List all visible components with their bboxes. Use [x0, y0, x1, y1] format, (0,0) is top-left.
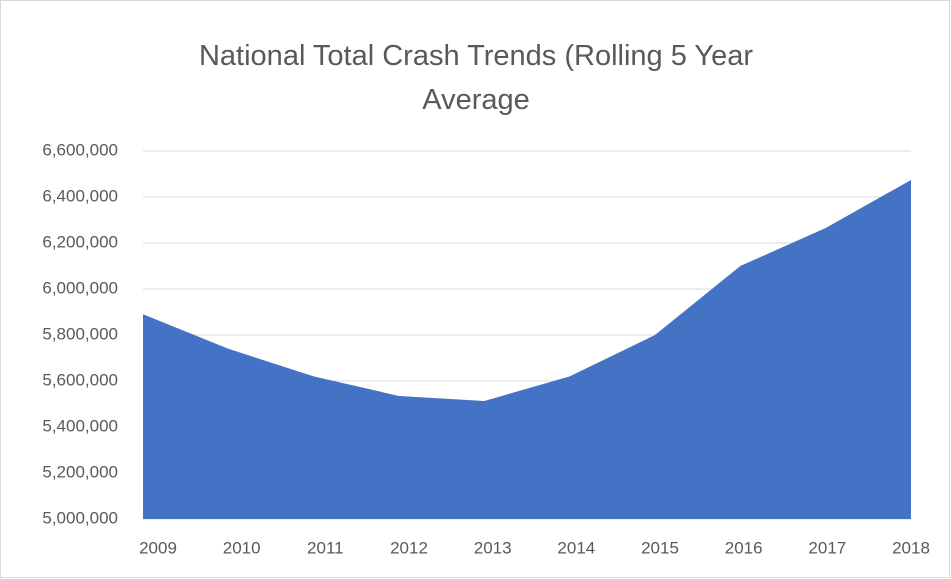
- x-tick-label: 2013: [474, 538, 512, 557]
- y-tick-label: 5,400,000: [42, 416, 118, 435]
- x-tick-label: 2017: [808, 538, 846, 557]
- x-tick-label: 2009: [139, 538, 177, 557]
- chart-title: National Total Crash Trends (Rolling 5 Y…: [198, 40, 753, 116]
- x-tick-label: 2016: [725, 538, 763, 557]
- y-tick-label: 5,000,000: [42, 508, 118, 527]
- y-tick-label: 6,000,000: [42, 278, 118, 297]
- y-tick-label: 6,200,000: [42, 232, 118, 251]
- y-tick-label: 5,200,000: [42, 462, 118, 481]
- x-tick-label: 2018: [892, 538, 930, 557]
- y-tick-label: 6,400,000: [42, 186, 118, 205]
- y-tick-label: 6,600,000: [42, 140, 118, 159]
- x-tick-label: 2014: [557, 538, 595, 557]
- x-tick-label: 2012: [390, 538, 428, 557]
- y-tick-label: 5,600,000: [42, 370, 118, 389]
- x-tick-label: 2010: [223, 538, 261, 557]
- x-tick-label: 2011: [307, 538, 344, 557]
- x-tick-label: 2015: [641, 538, 679, 557]
- y-tick-label: 5,800,000: [42, 324, 118, 343]
- area: [143, 179, 911, 520]
